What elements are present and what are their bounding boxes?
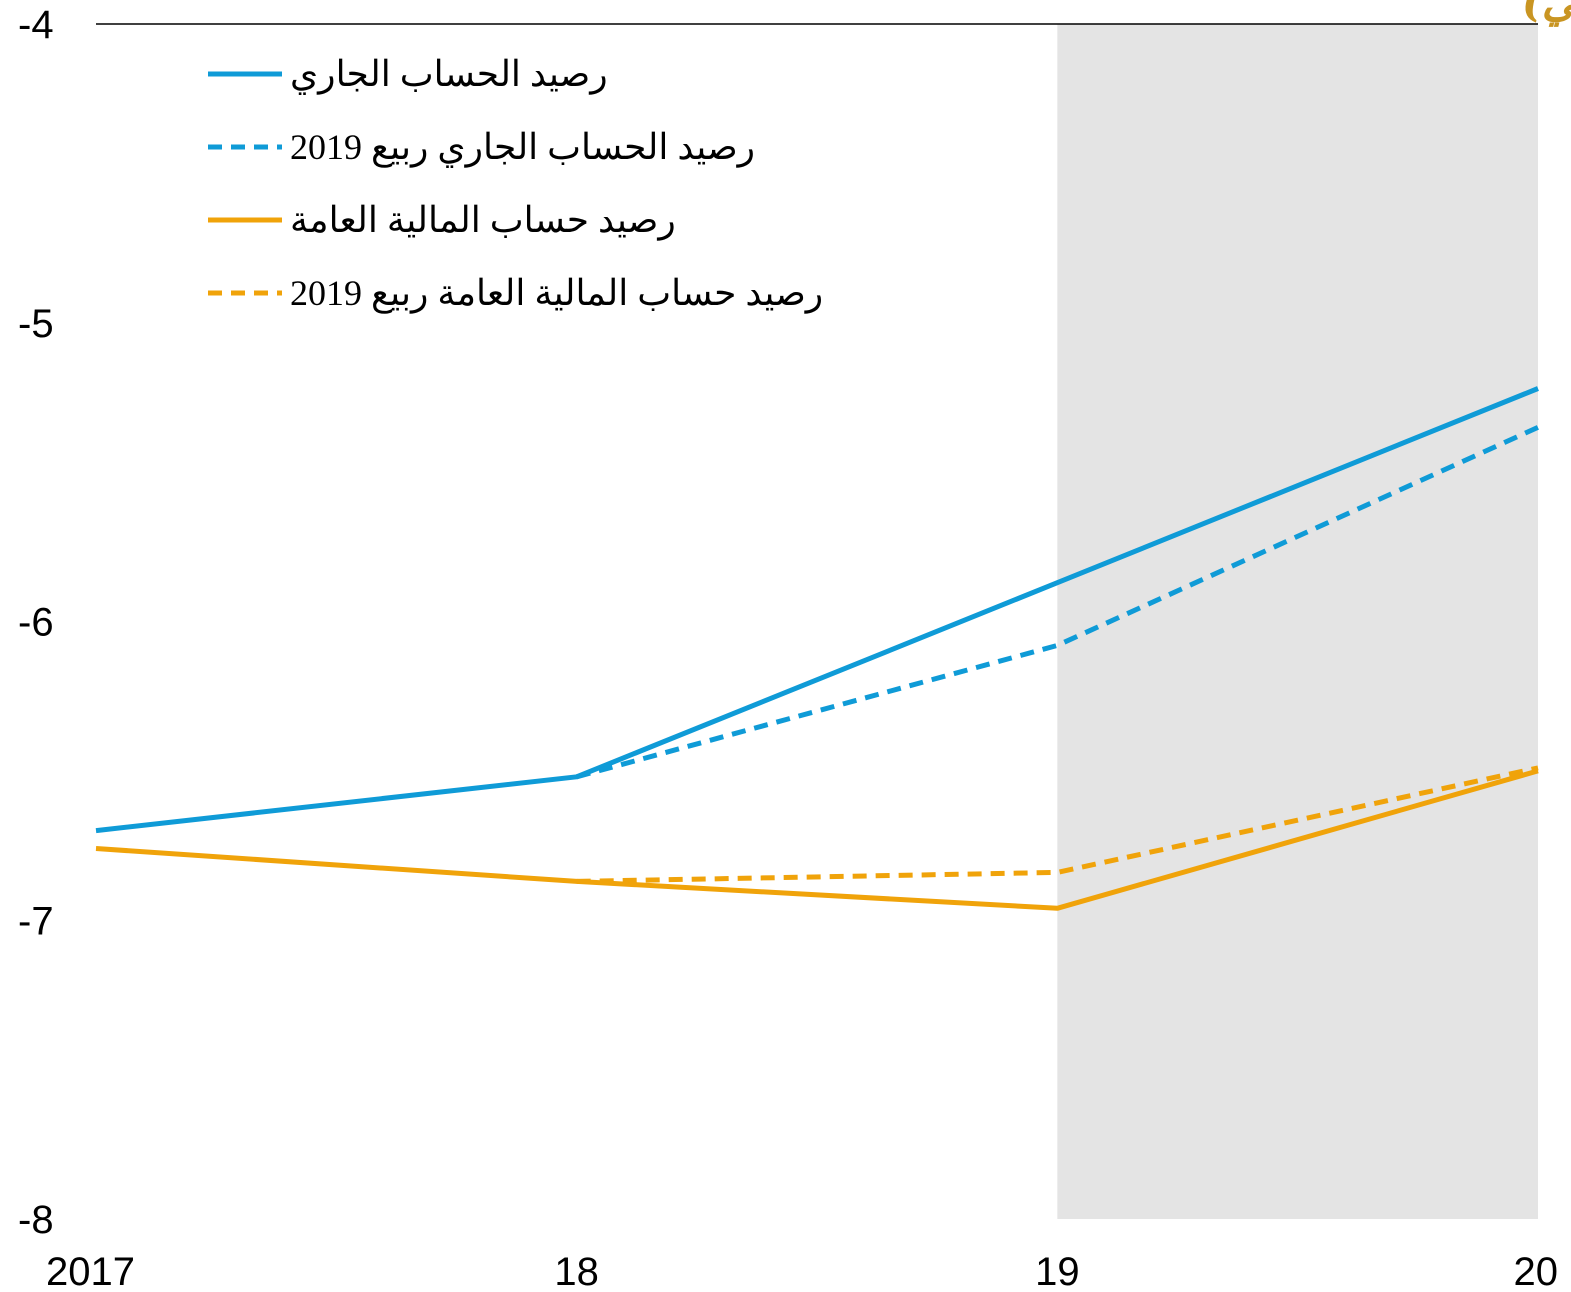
series-line-2 bbox=[95, 768, 1539, 911]
x-tick-label: 20 bbox=[1514, 1250, 1559, 1292]
series-line-3 bbox=[576, 765, 1539, 884]
y-tick-label: -5 bbox=[18, 302, 54, 346]
legend-label: رصيد الحساب الجاري bbox=[290, 54, 608, 95]
x-tick-label: 2017 bbox=[46, 1250, 135, 1292]
x-tick-label: 19 bbox=[1035, 1250, 1080, 1292]
legend-label: رصيد حساب المالية العامة bbox=[290, 200, 676, 241]
chart-title: (% من إجمالي الناتج المحلي) bbox=[1522, 0, 1571, 28]
y-tick-label: -7 bbox=[18, 899, 54, 943]
x-tick-label: 18 bbox=[554, 1250, 599, 1292]
y-tick-label: -6 bbox=[18, 601, 54, 645]
legend-label: رصيد حساب المالية العامة ربيع 2019 bbox=[290, 273, 823, 314]
forecast-shading bbox=[1057, 24, 1538, 1219]
legend-item: رصيد حساب المالية العامة ربيع 2019 bbox=[208, 273, 823, 314]
y-tick-label: -4 bbox=[18, 3, 54, 47]
legend-label: رصيد الحساب الجاري ربيع 2019 bbox=[290, 127, 755, 168]
series-line-1 bbox=[576, 425, 1540, 780]
series-line-0 bbox=[95, 386, 1539, 834]
legend-item: رصيد الحساب الجاري bbox=[208, 54, 608, 95]
legend-item: رصيد الحساب الجاري ربيع 2019 bbox=[208, 127, 755, 168]
y-tick-label: -8 bbox=[18, 1198, 54, 1242]
legend-item: رصيد حساب المالية العامة bbox=[208, 200, 676, 241]
